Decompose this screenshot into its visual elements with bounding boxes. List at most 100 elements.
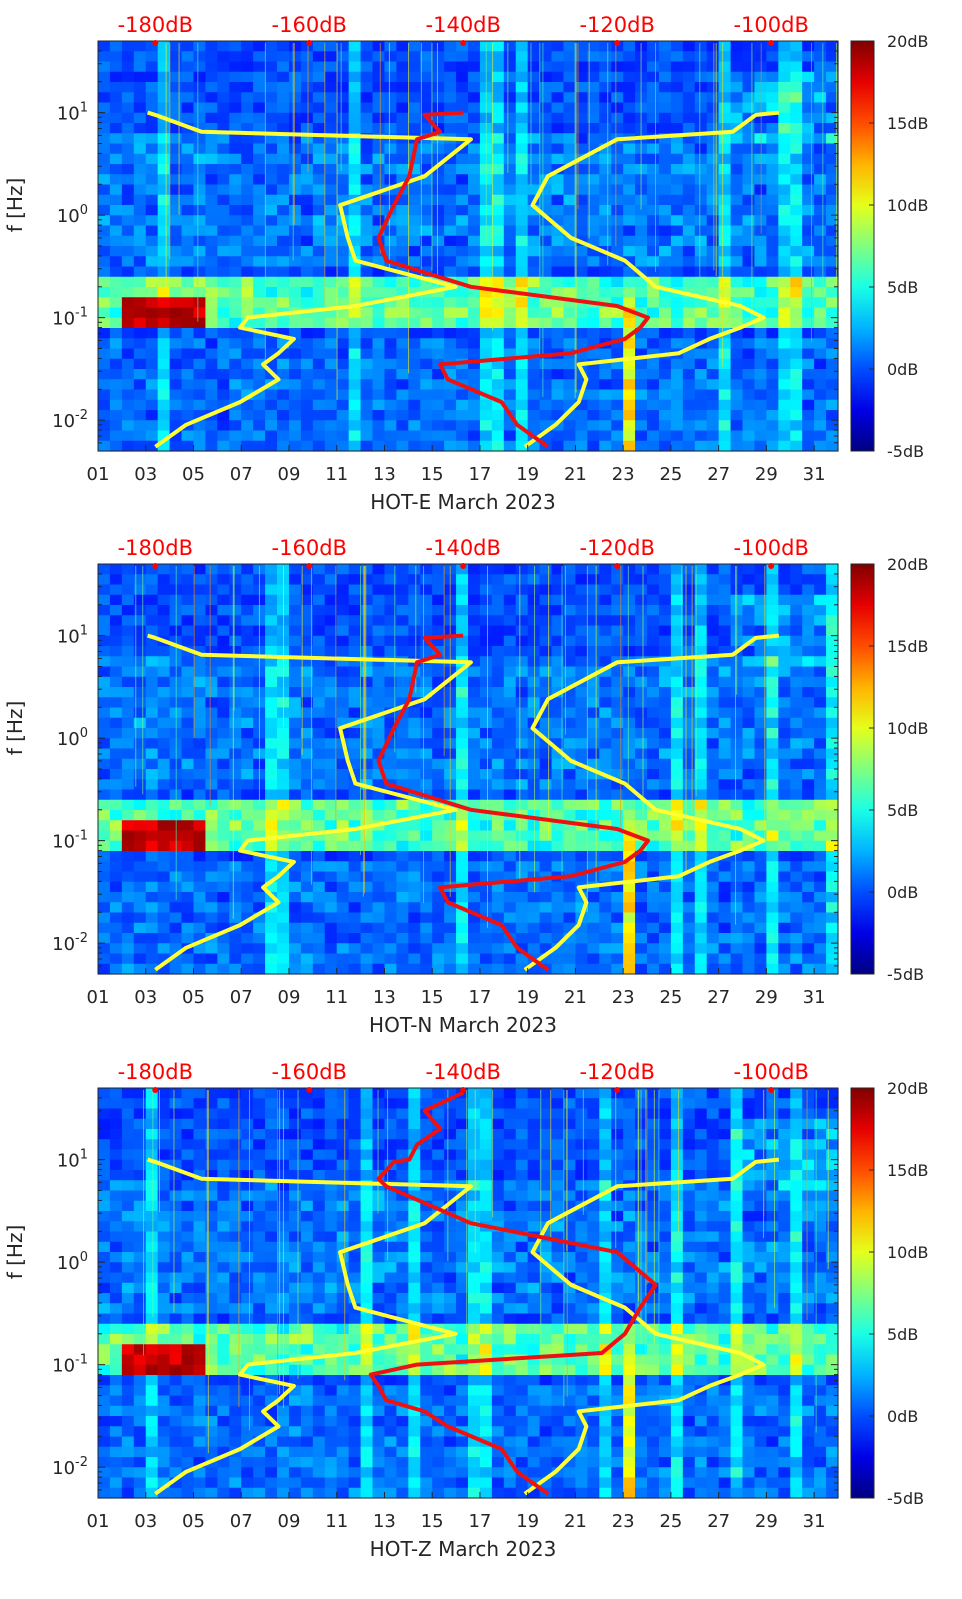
y-axis-label: f [Hz] <box>3 1225 27 1280</box>
colorbar-tick-label: -5dB <box>887 965 924 984</box>
colorbar-tick-label: 10dB <box>887 1243 929 1262</box>
x-tick-label: 13 <box>373 987 396 1008</box>
top-db-label: -180dB <box>118 536 193 560</box>
colorbar-tick-label: 5dB <box>887 278 918 297</box>
colorbar-tick-label: -5dB <box>887 442 924 461</box>
x-tick-label: 21 <box>564 987 587 1008</box>
colorbar <box>850 563 875 975</box>
top-db-label: -120dB <box>579 1060 654 1084</box>
x-tick-label: 21 <box>564 464 587 485</box>
x-tick-label: 29 <box>755 987 778 1008</box>
x-tick-label: 07 <box>230 1511 253 1532</box>
x-tick-label: 29 <box>755 1511 778 1532</box>
top-db-label: -160dB <box>272 1060 347 1084</box>
y-tick-label: 100 <box>57 726 88 750</box>
y-tick-label: 100 <box>57 203 88 227</box>
x-tick-label: 03 <box>134 987 157 1008</box>
y-tick-label: 10-1 <box>52 306 88 330</box>
x-tick-label: 09 <box>278 464 301 485</box>
x-tick-label: 31 <box>803 464 826 485</box>
top-db-label: -140dB <box>426 536 501 560</box>
x-axis-label: HOT-N March 2023 <box>369 1013 557 1037</box>
x-tick-label: 27 <box>707 1511 730 1532</box>
x-tick-label: 13 <box>373 1511 396 1532</box>
noise-curve-2 <box>523 633 780 972</box>
y-tick-label: 101 <box>57 1148 88 1172</box>
x-tick-label: 23 <box>612 987 635 1008</box>
top-db-label: -160dB <box>272 536 347 560</box>
x-tick-label: 05 <box>182 987 205 1008</box>
x-tick-label: 27 <box>707 464 730 485</box>
colorbar-tick-label: 20dB <box>887 555 929 574</box>
top-db-label: -120dB <box>579 13 654 37</box>
x-tick-label: 07 <box>230 464 253 485</box>
noise-curve-2 <box>523 1157 780 1496</box>
colorbar-tick-label: 10dB <box>887 719 929 738</box>
x-tick-label: 17 <box>468 464 491 485</box>
x-tick-label: 15 <box>421 987 444 1008</box>
x-tick-label: 31 <box>803 987 826 1008</box>
colorbar-tick-label: 0dB <box>887 360 918 379</box>
x-tick-label: 11 <box>325 464 348 485</box>
x-tick-label: 15 <box>421 464 444 485</box>
x-tick-label: 17 <box>468 987 491 1008</box>
top-db-label: -180dB <box>118 13 193 37</box>
noise-curve-2 <box>523 110 780 449</box>
top-db-label: -100dB <box>733 536 808 560</box>
y-tick-label: 10-2 <box>52 408 88 432</box>
noise-curve-3 <box>376 110 650 449</box>
y-tick-label: 100 <box>57 1250 88 1274</box>
noise-curve-1 <box>147 110 473 449</box>
top-db-label: -100dB <box>733 13 808 37</box>
y-tick-label: 10-2 <box>52 1455 88 1479</box>
top-db-label: -100dB <box>733 1060 808 1084</box>
top-db-label: -140dB <box>426 1060 501 1084</box>
x-tick-label: 19 <box>516 1511 539 1532</box>
colorbar <box>850 40 875 452</box>
x-axis-label: HOT-Z March 2023 <box>370 1537 557 1561</box>
y-tick-label: 101 <box>57 101 88 125</box>
spectrogram-panel-3: 01 03 05 07 09 11 13 15 17 19 21 23 25 27 29 31 10-2 10-1… <box>3 1060 929 1561</box>
x-tick-label: 01 <box>87 464 110 485</box>
colorbar-tick-label: 20dB <box>887 1079 929 1098</box>
x-tick-label: 27 <box>707 987 730 1008</box>
x-tick-label: 19 <box>516 987 539 1008</box>
y-tick-label: 10-1 <box>52 1353 88 1377</box>
spectrogram-panel-1: 01 03 05 07 09 11 13 15 17 19 21 23 25 27 29 31 10-2 10-1… <box>3 13 929 514</box>
x-tick-label: 03 <box>134 464 157 485</box>
x-tick-label: 05 <box>182 464 205 485</box>
colorbar-tick-label: 0dB <box>887 1407 918 1426</box>
x-tick-label: 01 <box>87 987 110 1008</box>
y-axis-label: f [Hz] <box>3 178 27 233</box>
noise-curve-3 <box>368 1090 658 1496</box>
y-tick-label: 10-2 <box>52 931 88 955</box>
spectrogram-panel-2: 01 03 05 07 09 11 13 15 17 19 21 23 25 27 29 31 10-2 10-1… <box>3 536 929 1037</box>
x-tick-label: 07 <box>230 987 253 1008</box>
x-tick-label: 11 <box>325 987 348 1008</box>
top-db-label: -140dB <box>426 13 501 37</box>
noise-curve-1 <box>147 633 473 972</box>
x-tick-label: 17 <box>468 1511 491 1532</box>
x-tick-label: 23 <box>612 1511 635 1532</box>
x-axis-label: HOT-E March 2023 <box>370 490 556 514</box>
x-tick-label: 21 <box>564 1511 587 1532</box>
x-tick-label: 03 <box>134 1511 157 1532</box>
x-tick-label: 09 <box>278 987 301 1008</box>
x-tick-label: 11 <box>325 1511 348 1532</box>
top-db-label: -120dB <box>579 536 654 560</box>
x-tick-label: 23 <box>612 464 635 485</box>
x-tick-label: 15 <box>421 1511 444 1532</box>
x-tick-label: 25 <box>659 464 682 485</box>
colorbar-tick-label: 15dB <box>887 637 929 656</box>
x-tick-label: 31 <box>803 1511 826 1532</box>
colorbar-tick-label: -5dB <box>887 1489 924 1508</box>
colorbar-tick-label: 5dB <box>887 801 918 820</box>
colorbar <box>850 1087 875 1499</box>
x-tick-label: 09 <box>278 1511 301 1532</box>
x-tick-label: 25 <box>659 1511 682 1532</box>
colorbar-tick-label: 15dB <box>887 114 929 133</box>
top-db-label: -180dB <box>118 1060 193 1084</box>
x-tick-label: 01 <box>87 1511 110 1532</box>
x-tick-label: 05 <box>182 1511 205 1532</box>
